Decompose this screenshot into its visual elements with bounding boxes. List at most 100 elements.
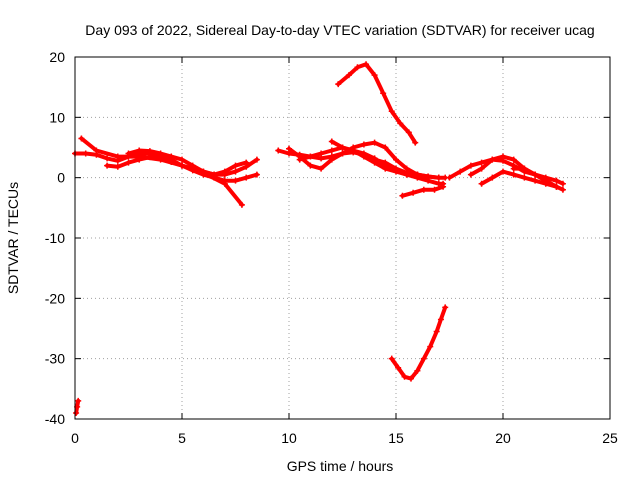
data-point (146, 148, 153, 155)
data-point (296, 156, 303, 163)
data-point (401, 373, 408, 380)
data-point (500, 153, 506, 160)
data-point (420, 186, 427, 193)
x-tick-label: 15 (388, 430, 404, 446)
data-point (500, 168, 506, 175)
data-point (157, 150, 164, 157)
data-point (318, 150, 325, 157)
data-point (345, 72, 352, 79)
data-point (189, 162, 196, 169)
data-point (433, 328, 440, 335)
data-point (253, 171, 260, 178)
data-point (125, 159, 132, 166)
data-point (420, 355, 427, 362)
series-line (400, 184, 446, 198)
data-point (478, 180, 485, 187)
data-point (168, 158, 175, 165)
data-point (82, 150, 89, 157)
data-point (382, 165, 389, 172)
data-point (399, 192, 406, 199)
y-tick-label: -40 (45, 411, 65, 427)
data-point (407, 375, 414, 382)
x-axis-title: GPS time / hours (287, 458, 394, 474)
data-point (510, 156, 517, 163)
data-point (307, 153, 314, 160)
data-point (393, 156, 399, 163)
data-point (275, 147, 282, 154)
series-arc-3 (104, 154, 260, 184)
data-point (446, 174, 453, 181)
data-point (243, 159, 250, 166)
series-arc-9 (399, 183, 447, 199)
data-point (75, 397, 82, 404)
data-point (354, 64, 361, 71)
data-point (427, 343, 434, 350)
data-point (412, 139, 419, 146)
data-point (318, 165, 325, 172)
data-point (405, 129, 412, 136)
data-point (339, 144, 346, 151)
data-point (478, 159, 485, 166)
data-point (200, 168, 207, 175)
data-point (371, 139, 378, 146)
data-point (403, 165, 410, 172)
data-point (335, 81, 342, 88)
data-point (425, 173, 432, 180)
data-point (553, 177, 560, 184)
data-point (403, 171, 410, 178)
data-point (532, 171, 539, 178)
data-point (136, 156, 143, 163)
data-point (414, 367, 421, 374)
series-arc-10 (335, 61, 419, 146)
data-point (93, 147, 100, 154)
data-point (532, 177, 539, 184)
data-point (510, 165, 517, 172)
series-arc-16 (510, 165, 560, 190)
data-point (168, 153, 175, 160)
data-point (510, 171, 517, 178)
data-point (114, 153, 121, 160)
data-point (542, 177, 549, 184)
y-tick-label: -30 (45, 351, 65, 367)
data-point (78, 135, 85, 142)
data-point (393, 168, 399, 175)
y-tick-label: -10 (45, 230, 65, 246)
data-point (489, 174, 496, 181)
data-point (431, 186, 438, 193)
data-point (380, 90, 387, 97)
data-point (243, 174, 250, 181)
data-point (360, 141, 367, 148)
y-axis-title: SDTVAR / TECUs (5, 182, 21, 294)
x-tick-label: 0 (71, 430, 79, 446)
data-point (146, 154, 153, 161)
data-point (559, 186, 566, 193)
data-point (221, 168, 228, 175)
series-arc-11 (388, 304, 449, 382)
data-point (553, 183, 560, 190)
data-point (232, 162, 239, 169)
data-point (559, 180, 566, 187)
data-point (363, 61, 370, 68)
data-point (388, 108, 395, 115)
series-arc-8 (328, 138, 449, 181)
data-point (360, 153, 367, 160)
x-tick-label: 20 (495, 430, 511, 446)
data-point (211, 171, 218, 178)
data-point (371, 159, 378, 166)
grid-layer (75, 57, 610, 419)
data-point (179, 162, 185, 169)
y-tick-label: 10 (49, 109, 65, 125)
data-point (125, 150, 132, 157)
data-point (437, 316, 444, 323)
data-point (467, 162, 474, 169)
data-point (489, 156, 496, 163)
series-arc-7 (296, 144, 447, 187)
data-point (521, 165, 528, 172)
data-point (350, 147, 357, 154)
series-arc-4 (125, 147, 250, 178)
data-point (410, 189, 417, 196)
series-line (336, 62, 418, 145)
series-line (389, 305, 448, 381)
data-point (397, 120, 404, 127)
